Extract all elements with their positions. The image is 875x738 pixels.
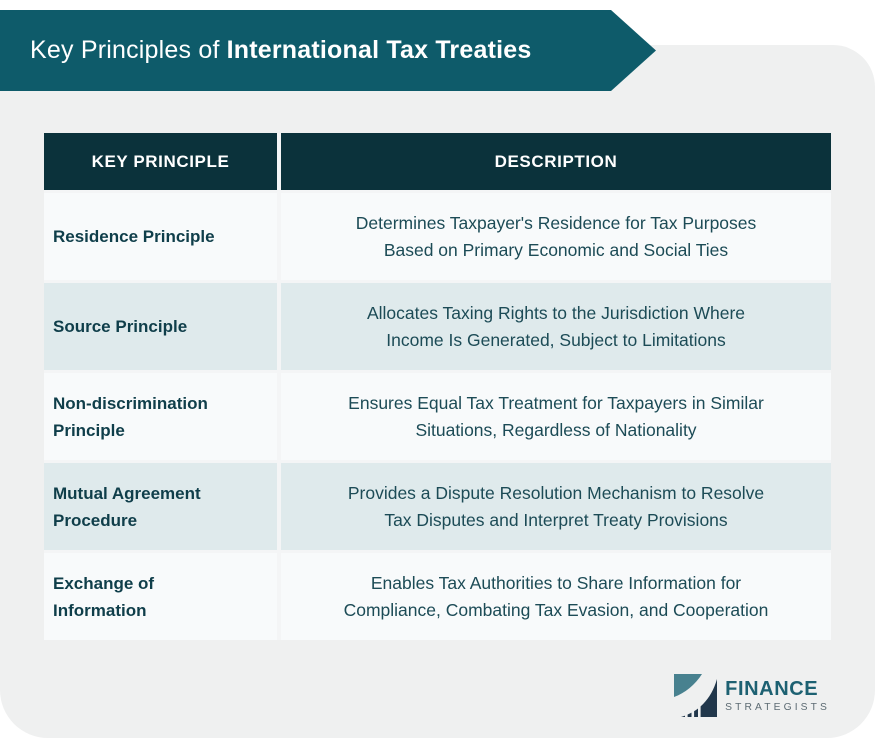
brand-name: FINANCE [725, 677, 819, 700]
description-cell: Determines Taxpayer's Residence for Tax … [281, 193, 831, 280]
description-cell: Allocates Taxing Rights to the Jurisdict… [281, 283, 831, 370]
logo-wordmark: FINANCE STRATEGISTS [725, 677, 830, 713]
column-header-key-principle: KEY PRINCIPLE [44, 133, 277, 190]
principle-cell: Exchange of Information [44, 553, 277, 640]
principle-cell: Residence Principle [44, 193, 277, 280]
brand-subtitle: STRATEGISTS [725, 701, 830, 713]
principle-cell: Non-discrimination Principle [44, 373, 277, 460]
title-banner: Key Principles of International Tax Trea… [0, 10, 656, 91]
principle-cell: Mutual Agreement Procedure [44, 463, 277, 550]
finance-strategists-logo: FINANCE STRATEGISTS [674, 674, 830, 717]
principles-table: KEY PRINCIPLE DESCRIPTION Residence Prin… [44, 133, 831, 640]
principle-cell: Source Principle [44, 283, 277, 370]
description-cell: Ensures Equal Tax Treatment for Taxpayer… [281, 373, 831, 460]
column-header-description: DESCRIPTION [281, 133, 831, 190]
description-cell: Enables Tax Authorities to Share Informa… [281, 553, 831, 640]
page-title-emphasis: International Tax Treaties [226, 36, 532, 64]
description-cell: Provides a Dispute Resolution Mechanism … [281, 463, 831, 550]
bar-chart-growth-icon [674, 674, 718, 717]
page-title: Key Principles of [30, 36, 220, 64]
